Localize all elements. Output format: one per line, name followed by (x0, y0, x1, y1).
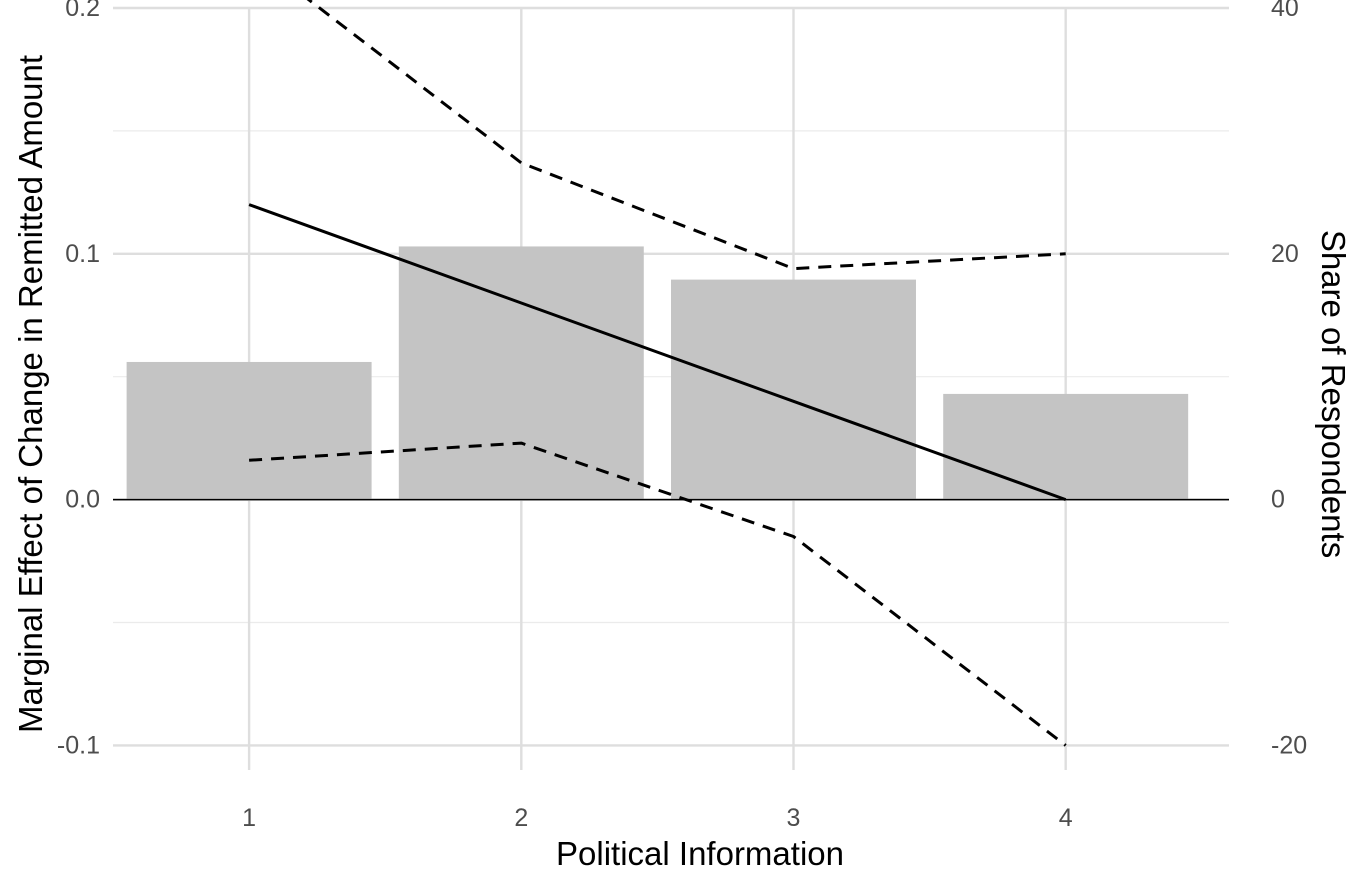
y2-tick-label: 0 (1271, 486, 1285, 514)
bar (126, 361, 372, 500)
x-tick-label: 1 (242, 804, 256, 832)
x-axis-title: Political Information (556, 835, 844, 869)
bar (671, 279, 916, 500)
y2-tick-label: 20 (1271, 240, 1299, 268)
dashed-line-2 (249, 441, 1067, 747)
y-tick-label: -0.1 (57, 731, 100, 759)
x-tick-label: 3 (787, 804, 801, 832)
bar (943, 393, 1189, 500)
solid-line (248, 203, 1067, 502)
x-tick-label: 4 (1059, 804, 1073, 832)
y-axis-tick-labels: -0.1 0.0 0.1 0.2 (57, 0, 100, 759)
y-tick-label: 0.0 (65, 486, 100, 514)
series-lines (248, 0, 1067, 747)
dashed-line-1 (306, 0, 1066, 271)
x-tick-label: 2 (514, 804, 528, 832)
y2-axis-title: Share of Respondents (1315, 230, 1352, 558)
x-axis-tick-labels: 1 2 3 4 (242, 804, 1073, 832)
y-tick-label: 0.2 (65, 0, 100, 22)
bars (126, 246, 1189, 500)
y-axis-title: Marginal Effect of Change in Remitted Am… (12, 55, 49, 733)
y2-axis-tick-labels: -20 0 20 40 (1271, 0, 1307, 759)
y2-tick-label: -20 (1271, 731, 1307, 759)
bar (398, 246, 644, 500)
y-tick-label: 0.1 (65, 240, 100, 268)
y2-tick-label: 40 (1271, 0, 1299, 22)
